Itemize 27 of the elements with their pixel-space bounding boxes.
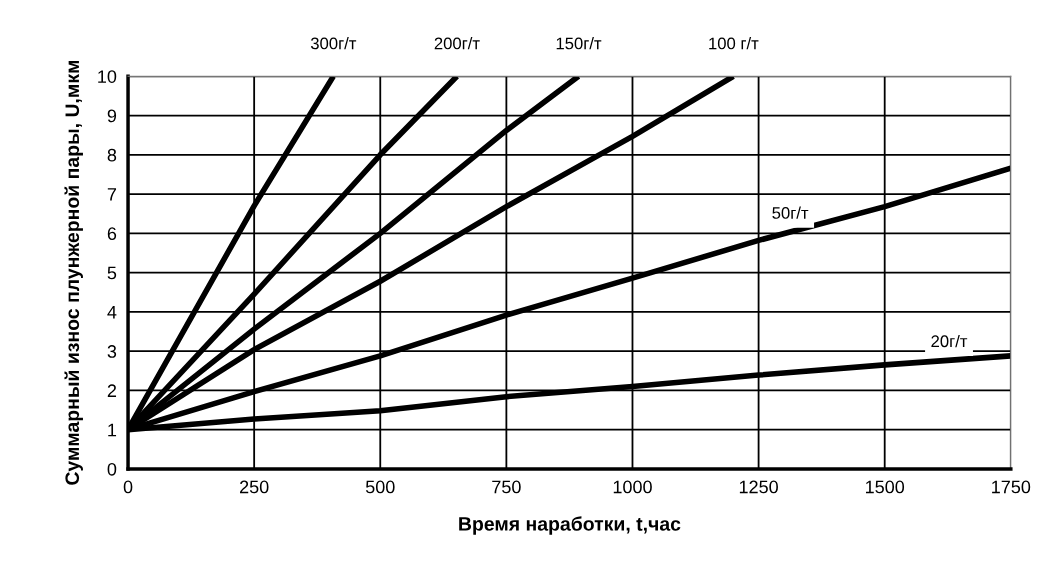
x-tick-label: 1500 — [866, 480, 905, 494]
y-tick-label: 2 — [107, 384, 117, 397]
y-tick-label: 1 — [108, 423, 117, 437]
y-axis-title: Суммарный износ плунжерной пары, U,мкм — [64, 60, 83, 485]
y-tick-label: 8 — [107, 148, 117, 162]
x-tick-label: 500 — [365, 480, 395, 494]
series-label: 150г/т — [556, 37, 602, 50]
x-tick-label: 250 — [240, 480, 269, 494]
series-label: 100 г/т — [709, 37, 759, 50]
x-tick-label: 0 — [123, 480, 133, 494]
series-label: 200г/т — [434, 37, 480, 50]
y-tick-label: 3 — [107, 345, 117, 358]
x-tick-label: 750 — [492, 480, 521, 494]
y-tick-label: 6 — [107, 227, 117, 241]
series-label: 300г/т — [310, 37, 357, 50]
x-tick-label: 1000 — [613, 480, 652, 494]
y-tick-label: 9 — [107, 109, 117, 123]
x-axis-title: Время наработки, t,час — [459, 516, 681, 535]
y-tick-label: 10 — [98, 70, 117, 83]
y-tick-label: 0 — [107, 462, 117, 476]
y-tick-label: 4 — [107, 306, 117, 319]
series-label: 20г/т — [931, 334, 968, 348]
y-tick-label: 5 — [107, 266, 117, 280]
series-label: 50г/т — [772, 206, 809, 219]
x-tick-label: 1250 — [739, 480, 778, 494]
x-tick-label: 1750 — [992, 480, 1031, 494]
y-tick-label: 7 — [107, 188, 117, 201]
